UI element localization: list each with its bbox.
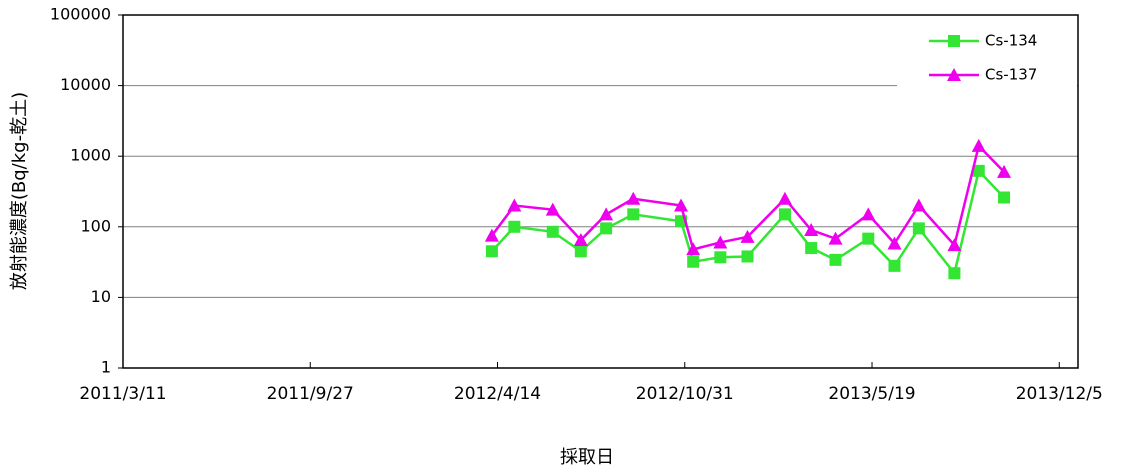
data-marker	[912, 222, 925, 235]
data-marker	[507, 198, 522, 212]
x-axis-label: 採取日	[560, 447, 614, 468]
data-marker	[687, 255, 700, 268]
data-marker	[484, 228, 499, 242]
data-marker	[828, 231, 843, 245]
data-marker	[778, 208, 791, 221]
data-marker	[545, 202, 560, 216]
data-marker	[686, 242, 701, 256]
data-marker	[626, 191, 641, 205]
y-tick-label: 10	[91, 287, 111, 306]
data-marker	[948, 267, 961, 280]
x-tick-label: 2011/3/11	[79, 384, 166, 404]
data-marker	[888, 259, 901, 272]
legend-label: Cs-134	[985, 32, 1037, 50]
data-marker	[911, 198, 926, 212]
data-marker	[741, 250, 754, 263]
y-tick-label: 10000	[60, 75, 111, 94]
data-marker	[627, 208, 640, 221]
data-marker	[599, 207, 614, 221]
data-marker	[740, 229, 755, 243]
data-marker	[971, 138, 986, 152]
x-tick-label: 2013/5/19	[828, 384, 915, 404]
data-marker	[829, 253, 842, 266]
x-tick-label: 2011/9/27	[267, 384, 354, 404]
data-marker	[805, 242, 818, 255]
y-tick-label: 1	[101, 358, 111, 377]
data-marker	[862, 232, 875, 245]
data-marker	[998, 191, 1011, 204]
data-marker	[804, 223, 819, 237]
y-tick-label: 1000	[70, 146, 111, 165]
data-marker	[887, 236, 902, 250]
data-marker	[777, 191, 792, 205]
data-marker	[674, 198, 689, 212]
x-tick-label: 2012/10/31	[636, 384, 734, 404]
data-marker	[600, 222, 613, 235]
data-marker	[508, 220, 521, 233]
data-marker	[948, 35, 960, 47]
data-marker	[546, 225, 559, 238]
plot-frame	[122, 14, 1079, 369]
data-marker	[947, 68, 961, 81]
data-marker	[713, 235, 728, 249]
data-marker	[485, 245, 498, 258]
data-marker	[861, 207, 876, 221]
data-marker	[947, 238, 962, 252]
x-tick-label: 2012/4/14	[454, 384, 541, 404]
x-tick-label: 2013/12/5	[1016, 384, 1103, 404]
data-marker	[573, 233, 588, 247]
data-marker	[714, 251, 727, 264]
data-marker	[972, 164, 985, 177]
y-tick-label: 100000	[50, 5, 111, 24]
y-tick-label: 100	[80, 216, 111, 235]
legend-box	[897, 23, 1077, 95]
data-marker	[574, 245, 587, 258]
data-marker	[997, 164, 1012, 178]
y-axis-label: 放射能濃度(Bq/kg-乾土)	[9, 92, 30, 290]
legend-label: Cs-137	[985, 66, 1037, 84]
